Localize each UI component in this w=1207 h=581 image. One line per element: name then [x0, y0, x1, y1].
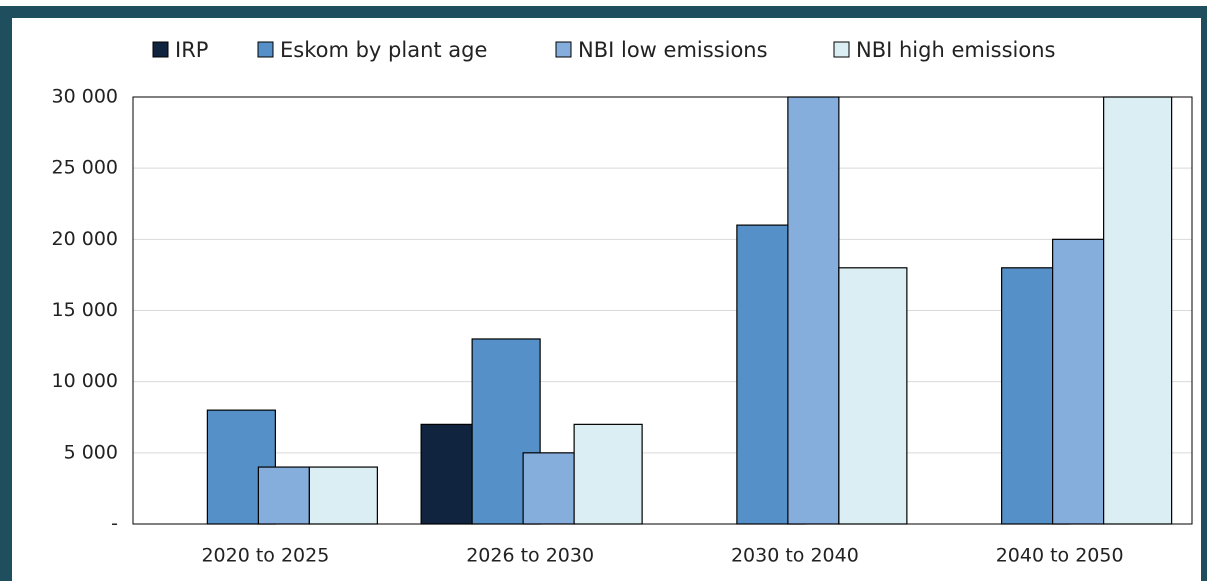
y-tick-label: 5 000	[64, 441, 118, 463]
x-tick-label: 2026 to 2030	[466, 545, 594, 567]
legend-swatch	[152, 41, 169, 58]
bar	[1103, 96, 1173, 525]
legend-label: Eskom by plant age	[280, 38, 487, 62]
bar	[420, 423, 473, 525]
bar	[257, 466, 310, 525]
bar	[308, 466, 378, 525]
y-tick-label: 25 000	[52, 157, 118, 179]
legend-swatch	[257, 41, 274, 58]
legend-swatch	[833, 41, 850, 58]
bar	[838, 267, 908, 525]
legend-label: NBI low emissions	[578, 38, 768, 62]
bar	[522, 452, 575, 525]
x-tick-label: 2040 to 2050	[996, 545, 1124, 567]
legend-swatch	[555, 41, 572, 58]
bar	[1052, 238, 1105, 525]
legend-label: IRP	[175, 38, 208, 62]
y-tick-label: 15 000	[52, 299, 118, 321]
x-tick-label: 2020 to 2025	[201, 545, 329, 567]
x-tick-label: 2030 to 2040	[731, 545, 859, 567]
y-tick-label: -	[111, 513, 118, 535]
y-tick-label: 30 000	[52, 86, 118, 108]
y-tick-label: 10 000	[52, 370, 118, 392]
y-tick-label: 20 000	[52, 228, 118, 250]
bar	[787, 96, 840, 525]
plot-border	[132, 96, 1193, 525]
bar	[573, 423, 643, 525]
legend-label: NBI high emissions	[856, 38, 1055, 62]
